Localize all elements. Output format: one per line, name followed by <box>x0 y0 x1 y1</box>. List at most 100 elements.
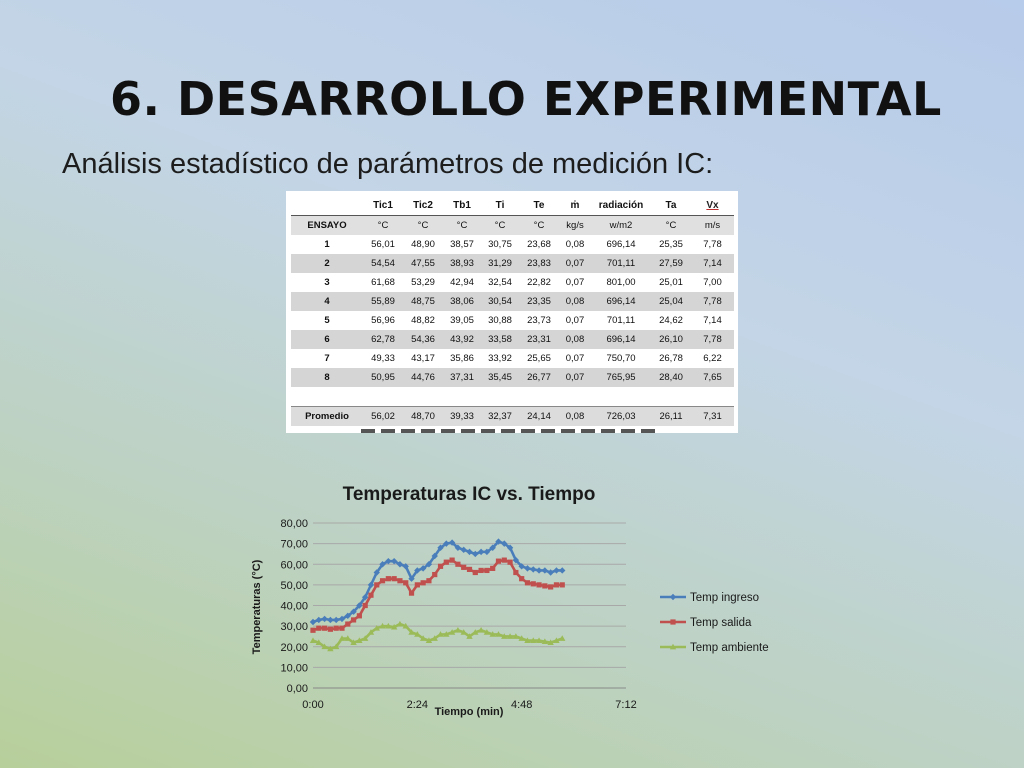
table-cell: 4 <box>291 292 363 311</box>
chart-data-point <box>454 627 462 633</box>
chart-data-point <box>472 629 479 635</box>
table-row: 4 55,89 48,75 38,06 30,54 23,35 0,08 696,14 25,0… <box>291 292 734 311</box>
table-cell: 50,95 <box>363 368 403 387</box>
table-cell: 47,55 <box>403 254 443 273</box>
table-cell: 23,73 <box>527 315 551 326</box>
chart-data-point <box>559 567 566 574</box>
table-cell: Promedio <box>291 406 363 426</box>
chart-data-point <box>443 631 450 637</box>
table-cell: 62,78 <box>363 330 403 349</box>
chart-data-point <box>356 602 363 609</box>
table-cell: °C <box>363 215 403 235</box>
chart-data-point <box>385 557 392 565</box>
table-cell: 33,58 <box>481 330 519 349</box>
chart-data-point <box>396 561 404 568</box>
chart-data-point <box>548 584 554 590</box>
table-row: 2 54,54 47,55 38,93 31,29 23,83 0,07 701,11 27,5… <box>291 254 734 273</box>
table-cell: 39,33 <box>443 406 481 426</box>
table-cell: 61,68 <box>371 277 395 288</box>
table-cell: 0,07 <box>565 277 585 288</box>
table-row: 7 49,33 43,17 35,86 33,92 25,65 0,07 750,70 26,7… <box>291 349 734 368</box>
table-cell: 7,78 <box>691 330 734 349</box>
table-cell: 765,95 <box>591 368 651 387</box>
table-cell: 42,94 <box>450 277 474 288</box>
chart-data-point <box>519 576 525 582</box>
table-cell: 28,40 <box>651 368 691 387</box>
chart-data-point <box>361 635 369 641</box>
table-spacer-cell <box>291 387 734 407</box>
chart-data-point <box>350 639 357 646</box>
chart-y-tick-label: 20,00 <box>280 642 308 654</box>
table-cell: 24,62 <box>659 315 683 326</box>
chart-data-point <box>344 612 351 620</box>
table-cell: 6 <box>291 330 363 349</box>
table-cell: 0,08 <box>559 292 591 311</box>
chart-data-point <box>495 631 502 637</box>
table-cell: 30,54 <box>481 292 519 311</box>
table-cell: 38,57 <box>450 239 474 250</box>
table-cell: 23,31 <box>519 330 559 349</box>
table-cell: 0,07 <box>559 368 591 387</box>
table-cell: w/m2 <box>591 215 651 235</box>
chart-data-point <box>385 576 391 582</box>
chart-data-point <box>344 635 351 641</box>
chart-data-point <box>513 569 519 576</box>
chart-title: Temperaturas IC vs. Tiempo <box>343 484 596 505</box>
legend-marker-temp-salida <box>670 619 676 625</box>
chart-series-line <box>312 558 563 632</box>
chart-y-tick-label: 40,00 <box>280 601 308 613</box>
chart-y-tick-label: 50,00 <box>280 580 308 592</box>
table-cell: 48,75 <box>403 292 443 311</box>
chart-data-point <box>321 643 328 650</box>
chart-data-point <box>396 620 404 627</box>
table-cell: 22,82 <box>527 277 551 288</box>
table-cell: 54,36 <box>403 330 443 349</box>
table-cell: 43,92 <box>443 330 481 349</box>
table-cell: 7,00 <box>703 277 722 288</box>
chart-data-point <box>501 557 507 563</box>
chart-data-point <box>367 581 375 589</box>
table-cell: 0,08 <box>559 330 591 349</box>
chart-data-point <box>385 622 392 629</box>
table-cell: 7,78 <box>703 239 722 250</box>
table-cell: 726,03 <box>591 406 651 426</box>
chart-data-point <box>530 581 536 587</box>
table-cell: 56,02 <box>363 406 403 426</box>
chart-data-point <box>443 540 450 547</box>
chart-data-point <box>472 550 479 558</box>
chart-data-point <box>379 561 386 568</box>
chart-data-point <box>419 635 427 641</box>
table-row: 1 56,01 48,90 38,57 30,75 23,68 0,08 696,14 25,3… <box>291 235 734 254</box>
chart-x-tick-labels: 0:00 2:24 4:48 7:12 <box>302 699 636 711</box>
chart-data-point <box>402 622 409 629</box>
chart-data-point <box>512 556 520 564</box>
chart-data-point <box>495 538 502 545</box>
table-cell: 7,14 <box>703 315 722 326</box>
chart-data-point <box>332 616 340 624</box>
chart-data-point <box>466 566 473 573</box>
table-cell: 26,11 <box>651 406 691 426</box>
table-cell: m/s <box>691 215 734 235</box>
chart-data-point <box>379 578 386 584</box>
chart-y-axis-label: Temperaturas (°C) <box>251 559 263 654</box>
table-cell: 35,45 <box>481 368 519 387</box>
chart-data-point <box>390 557 398 565</box>
table-row: 8 50,95 44,76 37,31 35,45 26,77 0,07 765,95 28,4… <box>291 368 734 387</box>
table-header-cell: ṁ <box>559 196 591 216</box>
chart-data-point <box>501 540 508 547</box>
chart-data-point <box>460 629 467 635</box>
table-header-cell: Ti <box>481 196 519 216</box>
table-cell: 56,96 <box>371 315 395 326</box>
table-cell: 8 <box>291 368 363 387</box>
chart-data-point <box>518 563 525 570</box>
chart-data-point <box>327 616 334 624</box>
table-cell: 26,10 <box>651 330 691 349</box>
chart-data-point <box>454 544 462 551</box>
table-cell: 26,78 <box>659 353 683 364</box>
chart-data-point <box>309 637 317 643</box>
chart-y-tick-label: 60,00 <box>280 559 308 571</box>
chart-data-point <box>483 629 491 635</box>
table-row: 5 56,96 48,82 39,05 30,88 23,73 0,07 701,11 24,6… <box>291 311 734 330</box>
chart-data-point <box>478 567 484 574</box>
chart-data-point <box>437 631 444 637</box>
